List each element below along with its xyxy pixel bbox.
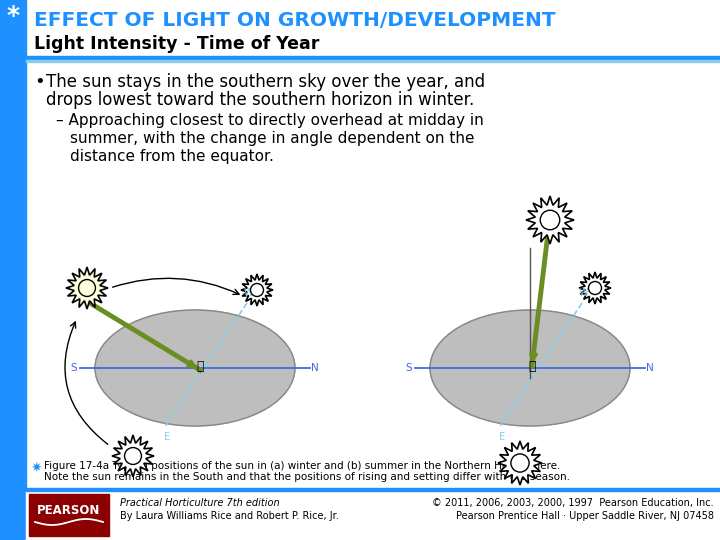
Polygon shape (112, 435, 154, 477)
Text: Note the sun remains in the South and that the positions of rising and setting d: Note the sun remains in the South and th… (44, 472, 570, 482)
Text: 🧍: 🧍 (528, 360, 536, 373)
Text: W: W (243, 288, 253, 298)
Polygon shape (579, 272, 611, 304)
Text: By Laura Williams Rice and Robert P. Rice, Jr.: By Laura Williams Rice and Robert P. Ric… (120, 511, 338, 521)
Text: Figure 17-4a Typical positions of the sun in (a) winter and (b) summer in the No: Figure 17-4a Typical positions of the su… (44, 461, 560, 471)
Text: summer, with the change in angle dependent on the: summer, with the change in angle depende… (70, 131, 474, 146)
Polygon shape (241, 274, 273, 306)
Circle shape (511, 454, 529, 472)
Ellipse shape (430, 310, 630, 426)
Bar (26, 60, 720, 62)
Text: drops lowest toward the southern horizon in winter.: drops lowest toward the southern horizon… (46, 91, 474, 109)
Text: ✷: ✷ (30, 461, 42, 475)
Circle shape (251, 284, 264, 296)
Circle shape (588, 281, 601, 294)
Text: W: W (578, 288, 588, 298)
Polygon shape (526, 196, 574, 244)
Text: 🧍: 🧍 (197, 360, 204, 373)
Bar (0, 0, 26, 540)
Text: N: N (311, 363, 319, 373)
Text: © 2011, 2006, 2003, 2000, 1997  Pearson Education, Inc.: © 2011, 2006, 2003, 2000, 1997 Pearson E… (433, 498, 714, 508)
Text: PEARSON: PEARSON (37, 503, 101, 516)
Text: – Approaching closest to directly overhead at midday in: – Approaching closest to directly overhe… (56, 113, 484, 128)
Text: *: * (6, 4, 19, 28)
Text: Pearson Prentice Hall · Upper Saddle River, NJ 07458: Pearson Prentice Hall · Upper Saddle Riv… (456, 511, 714, 521)
Bar (26, 491, 720, 540)
Text: distance from the equator.: distance from the equator. (70, 149, 274, 164)
Polygon shape (66, 267, 108, 309)
Text: The sun stays in the southern sky over the year, and: The sun stays in the southern sky over t… (46, 73, 485, 91)
Bar (26, 56, 720, 59)
Text: •: • (34, 73, 45, 91)
Bar (26, 488, 720, 491)
Circle shape (78, 280, 96, 296)
Text: E: E (164, 432, 170, 442)
Text: S: S (405, 363, 412, 373)
Bar (29, 494, 109, 536)
Text: S: S (71, 363, 77, 373)
Text: N: N (646, 363, 654, 373)
Circle shape (540, 210, 559, 230)
Circle shape (125, 448, 141, 464)
Ellipse shape (95, 310, 295, 426)
Text: EFFECT OF LIGHT ON GROWTH/DEVELOPMENT: EFFECT OF LIGHT ON GROWTH/DEVELOPMENT (34, 10, 556, 30)
Text: Practical Horticulture 7th edition: Practical Horticulture 7th edition (120, 498, 279, 508)
Text: Light Intensity - Time of Year: Light Intensity - Time of Year (34, 35, 320, 53)
Polygon shape (498, 441, 542, 485)
Text: E: E (499, 432, 505, 442)
